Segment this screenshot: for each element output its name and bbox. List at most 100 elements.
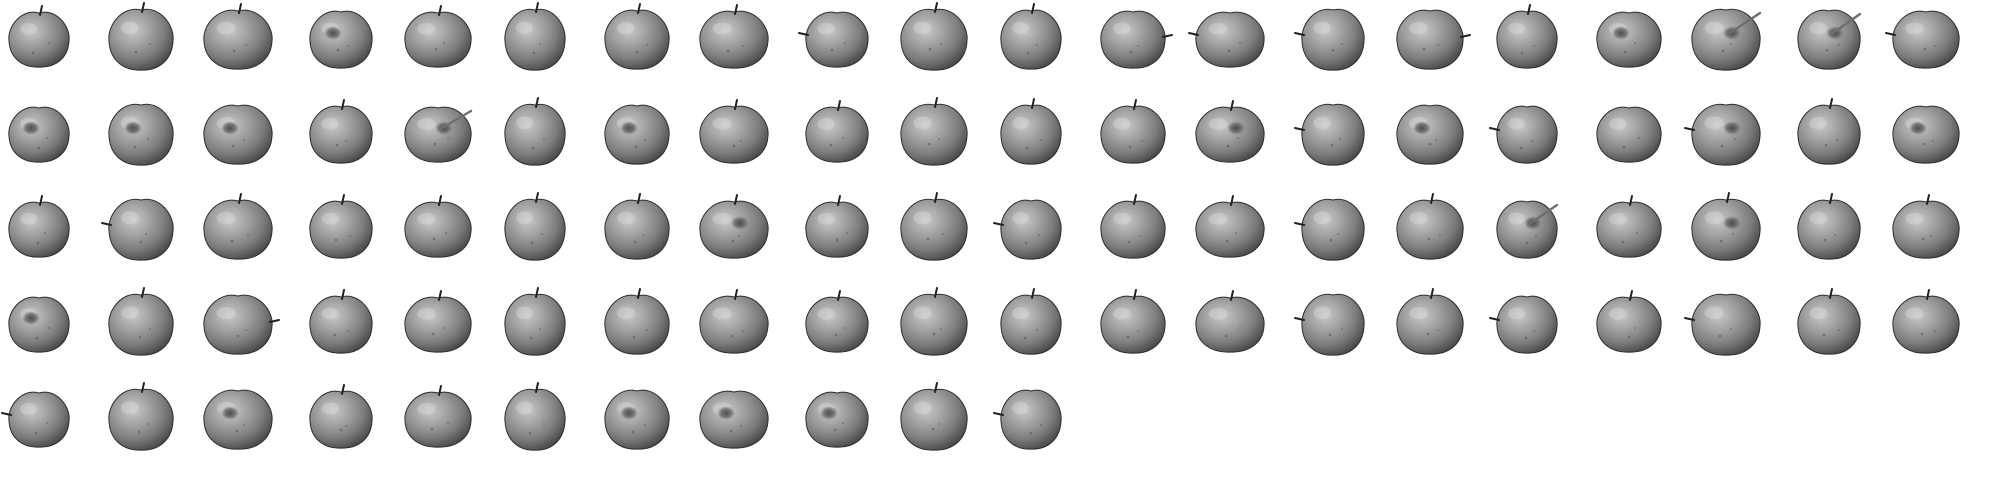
apple-image [1186,279,1276,369]
apple-image [95,0,185,84]
apple-stem [1489,127,1500,131]
apple-image [194,279,284,369]
apple-image [790,374,880,464]
apple-stem [437,5,442,16]
apple-stem [39,5,43,16]
apple-image [1385,0,1475,84]
apple-image [95,184,185,274]
apple-image [1385,89,1475,179]
apple-stem [1230,290,1235,301]
apple-image [1286,279,1376,369]
apple-image [194,374,284,464]
apple-stem [437,290,442,301]
apple-stem [637,288,642,299]
apple-image [591,0,681,84]
apple-stem [1188,32,1200,36]
apple-image [690,89,780,179]
apple-stem [340,384,345,395]
apple-image [0,89,86,179]
apple-stem [1031,288,1035,299]
apple-stem [1629,195,1634,206]
apple-stem [141,382,146,393]
apple-stem [933,192,938,203]
apple-stem [933,287,938,298]
apple-image [690,184,780,274]
apple-stem [993,222,1004,226]
apple-image [790,184,880,274]
apple-image [492,279,582,369]
apple-image [294,89,384,179]
apple-image [591,279,681,369]
apple-image [988,184,1078,274]
apple-stem [836,100,841,111]
apple-image [1484,89,1574,179]
apple-image [0,279,86,369]
apple-stem [637,3,642,14]
apple-stem [734,4,739,15]
apple-image [889,374,979,464]
apple-image [0,374,86,464]
apple-stem [1230,100,1235,111]
apple-image [393,374,483,464]
apple-stem [933,2,938,13]
apple-image [591,184,681,274]
apple-image [790,279,880,369]
apple-image [690,0,780,84]
apple-image [1583,279,1673,369]
apple-image [492,374,582,464]
apple-image [1286,0,1376,84]
apple-image [0,0,86,84]
apple-image [1286,184,1376,274]
apple-stem [933,382,938,393]
apple-stem [1162,34,1174,38]
apple-stem [1133,289,1138,300]
apple-image [1583,184,1673,274]
apple-image [1484,184,1574,274]
apple-stem [836,290,841,301]
apple-image [95,89,185,179]
apple-image [1286,89,1376,179]
apple-image [591,374,681,464]
apple-image [1385,184,1475,274]
apple-image [393,184,483,274]
apple-image [889,0,979,84]
apple-image [1782,279,1872,369]
apple-image [194,0,284,84]
apple-image [294,0,384,84]
apple-image [1087,0,1177,84]
apple-stem [1293,317,1305,321]
apple-image [492,89,582,179]
apple-image [889,279,979,369]
apple-stem [1230,195,1235,206]
apple-stem [269,319,281,323]
apple-stem [1884,32,1896,36]
apple-stem [1629,290,1634,301]
apple-stem [535,97,539,108]
apple-stem [1,412,12,416]
apple-image [1186,89,1276,179]
apple-image [1087,89,1177,179]
apple-image [95,279,185,369]
apple-image [294,184,384,274]
apple-stem [437,385,442,396]
apple-stem [1031,98,1035,109]
apple-image [790,89,880,179]
apple-image [1484,0,1574,84]
apple-stem [1729,11,1762,35]
apple-image [690,279,780,369]
apple-stem [1133,194,1138,205]
apple-stem [836,195,841,206]
apple-image [1385,279,1475,369]
apple-stem [1429,193,1434,204]
apple-image [95,374,185,464]
apple-stem [238,3,243,14]
apple-stem [1529,203,1559,225]
apple-image [690,374,780,464]
apple-image [1782,184,1872,274]
apple-stem [1527,4,1531,15]
apple-stem [1293,222,1305,226]
apple-image [1782,89,1872,179]
apple-stem [1459,34,1471,38]
apple-image [0,184,86,274]
